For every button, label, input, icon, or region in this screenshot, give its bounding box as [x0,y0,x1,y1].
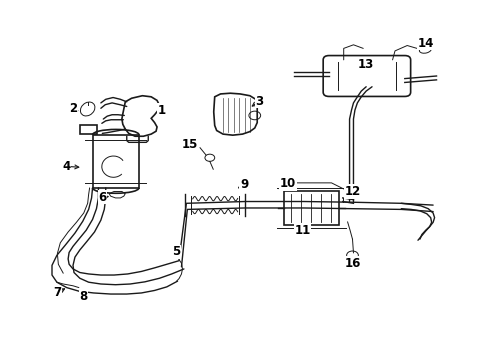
Text: 8: 8 [80,290,88,303]
Text: 4: 4 [63,160,71,173]
Text: 9: 9 [240,178,248,191]
Text: 13: 13 [358,58,374,71]
Text: 3: 3 [256,95,264,108]
Text: 2: 2 [69,102,77,115]
Text: 10: 10 [280,177,296,190]
Text: 12: 12 [344,185,361,198]
Text: 11: 11 [294,224,311,238]
Text: 6: 6 [98,191,106,204]
Text: 1: 1 [158,104,166,117]
Text: 16: 16 [344,257,361,270]
Text: 7: 7 [53,287,61,300]
Text: 5: 5 [172,245,181,258]
Text: 14: 14 [417,36,434,50]
Text: 15: 15 [182,138,198,151]
